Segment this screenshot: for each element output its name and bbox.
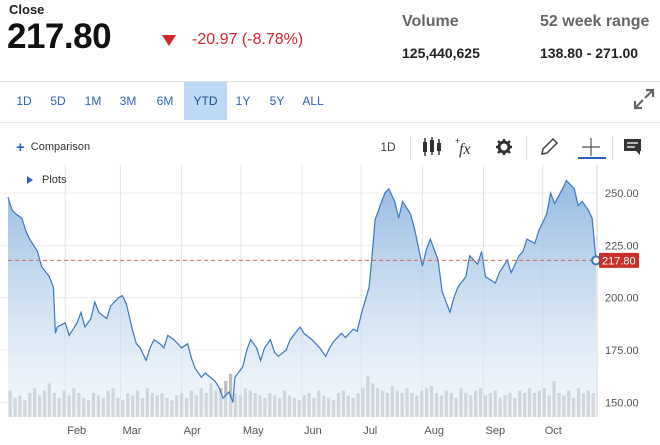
- y-tick-label: 175.00: [605, 345, 639, 357]
- crosshair-icon[interactable]: [579, 136, 603, 158]
- crosshair-active-indicator: [578, 157, 606, 159]
- price-chart[interactable]: 250.00 225.00 200.00 175.00 150.00 Feb Mar Apr…: [0, 165, 660, 445]
- volume-label: Volume: [402, 13, 459, 30]
- comparison-label: Comparison: [30, 141, 91, 153]
- range-ytd-button[interactable]: YTD: [184, 82, 227, 120]
- chart-tools: + Comparison 1D + fx: [0, 132, 660, 162]
- price-line: [7, 179, 597, 403]
- y-tick-label: 200.00: [605, 293, 639, 305]
- price-change: -20.97 (-8.78%): [162, 31, 303, 49]
- y-tick-label: 225.00: [605, 240, 639, 252]
- price-change-value: -20.97 (-8.78%): [192, 31, 304, 48]
- svg-text:fx: fx: [459, 141, 471, 158]
- plots-label: Plots: [42, 174, 67, 186]
- range-5d-button[interactable]: 5D: [50, 94, 66, 108]
- divider: [526, 136, 527, 160]
- range-toolbar: 1D 5D 1M 3M 6M YTD 1Y 5Y ALL: [0, 81, 660, 123]
- close-price: 217.80: [7, 17, 112, 56]
- x-tick-label: Oct: [545, 425, 562, 437]
- expand-icon[interactable]: [632, 87, 656, 111]
- x-tick-label: Sep: [486, 425, 506, 437]
- current-price-label: 217.80: [602, 255, 636, 267]
- range-6m-button[interactable]: 6M: [156, 94, 174, 108]
- function-icon[interactable]: + fx: [454, 136, 480, 158]
- x-axis: Feb Mar Apr May Jun Jul Aug Sep Oct: [67, 425, 562, 437]
- x-tick-label: Feb: [67, 425, 86, 437]
- range-1d-button[interactable]: 1D: [16, 94, 32, 108]
- x-tick-label: Jul: [363, 425, 377, 437]
- gear-icon[interactable]: [494, 136, 514, 158]
- down-triangle-icon: [162, 34, 176, 46]
- y-tick-label: 250.00: [605, 188, 639, 200]
- svg-text:+: +: [455, 136, 460, 146]
- range-all-button[interactable]: ALL: [302, 94, 324, 108]
- candlestick-icon[interactable]: [420, 136, 444, 158]
- range-3m-button[interactable]: 3M: [119, 94, 137, 108]
- comparison-button[interactable]: + Comparison: [16, 138, 91, 156]
- range-5y-button[interactable]: 5Y: [269, 94, 285, 108]
- quote-summary: Close 217.80 -20.97 (-8.78%) Volume 125,…: [0, 0, 660, 80]
- interval-button[interactable]: 1D: [380, 140, 396, 154]
- y-axis: 250.00 225.00 200.00 175.00 150.00: [605, 188, 639, 409]
- x-tick-label: May: [243, 425, 264, 437]
- week-range-label: 52 week range: [540, 13, 650, 30]
- price-area-fill: [8, 180, 596, 417]
- current-price-tag: 217.80: [599, 252, 639, 268]
- close-label: Close: [9, 2, 45, 17]
- divider: [612, 136, 613, 160]
- x-tick-label: Mar: [122, 425, 141, 437]
- volume-value: 125,440,625: [402, 45, 480, 61]
- annotation-icon[interactable]: [622, 136, 644, 158]
- divider: [410, 136, 411, 160]
- range-1m-button[interactable]: 1M: [84, 94, 102, 108]
- caret-right-icon: [27, 176, 33, 184]
- x-tick-label: Aug: [424, 425, 444, 437]
- y-tick-label: 150.00: [605, 397, 639, 409]
- x-tick-label: Jun: [304, 425, 322, 437]
- x-tick-label: Apr: [184, 425, 201, 437]
- range-1y-button[interactable]: 1Y: [235, 94, 251, 108]
- last-price-marker: [591, 255, 601, 266]
- plots-toggle[interactable]: Plots: [27, 174, 66, 186]
- plus-icon: +: [16, 138, 25, 156]
- pencil-icon[interactable]: [538, 136, 560, 158]
- week-range-value: 138.80 - 271.00: [540, 45, 639, 61]
